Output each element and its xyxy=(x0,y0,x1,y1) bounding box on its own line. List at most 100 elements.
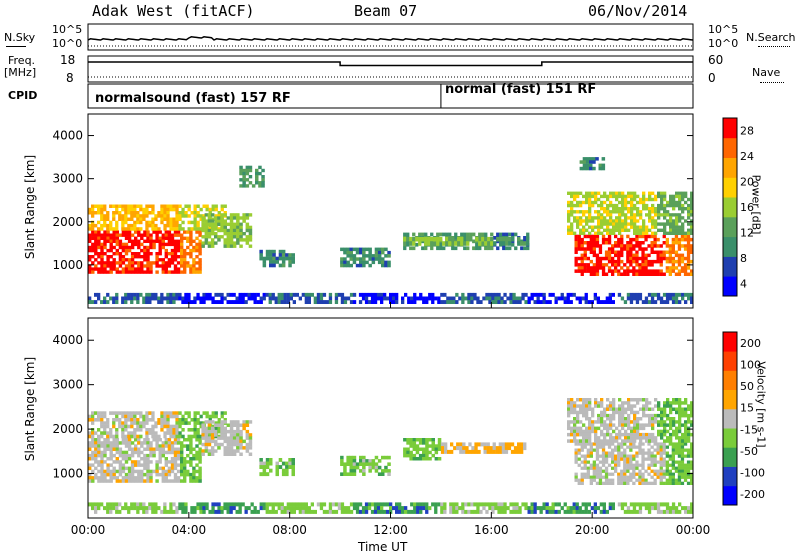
power-heatmap-cell xyxy=(269,263,273,268)
velocity-heatmap-cell xyxy=(404,506,408,511)
velocity-heatmap-cell xyxy=(173,476,178,480)
velocity-heatmap-cell xyxy=(579,432,583,437)
power-heatmap-cell xyxy=(567,228,571,232)
power-heatmap-cell xyxy=(172,227,176,231)
velocity-heatmap-cell xyxy=(149,469,153,474)
power-heatmap-cell xyxy=(567,200,571,205)
power-heatmap-cell xyxy=(133,220,137,225)
velocity-heatmap-cell xyxy=(611,472,615,476)
noise-panel-frame xyxy=(87,23,694,51)
velocity-heatmap-cell xyxy=(94,460,98,464)
power-heatmap-cell xyxy=(641,300,646,304)
power-heatmap-cell xyxy=(586,266,590,270)
power-heatmap-cell xyxy=(210,228,215,233)
velocity-heatmap-cell xyxy=(598,475,603,479)
power-heatmap-cell xyxy=(97,245,101,250)
velocity-heatmap-cell xyxy=(286,509,290,514)
power-heatmap-cell xyxy=(155,233,159,237)
power-heatmap-cell xyxy=(612,203,616,208)
velocity-heatmap-cell xyxy=(660,413,664,418)
power-heatmap-cell xyxy=(585,194,589,199)
velocity-heatmap-cell xyxy=(130,453,135,458)
velocity-heatmap-cell xyxy=(681,401,685,405)
power-heatmap-cell xyxy=(666,210,670,214)
power-heatmap-cell xyxy=(641,269,645,273)
power-heatmap-cell xyxy=(161,264,165,268)
velocity-heatmap-cell xyxy=(121,469,126,474)
velocity-heatmap-cell xyxy=(582,401,586,405)
power-heatmap-cell xyxy=(466,236,470,242)
velocity-heatmap-cell xyxy=(281,461,286,466)
velocity-heatmap-cell xyxy=(567,401,571,405)
velocity-heatmap-cell xyxy=(349,469,353,473)
power-heatmap-cell xyxy=(176,233,181,237)
power-heatmap-cell xyxy=(121,223,125,228)
velocity-heatmap-cell xyxy=(112,411,116,415)
power-heatmap-cell xyxy=(94,204,98,208)
velocity-heatmap-cell xyxy=(573,436,577,440)
velocity-heatmap-cell xyxy=(650,469,654,473)
velocity-heatmap-cell xyxy=(124,441,129,445)
power-heatmap-cell xyxy=(662,300,667,304)
power-heatmap-cell xyxy=(137,233,141,237)
velocity-heatmap-cell xyxy=(109,476,113,480)
power-heatmap-cell xyxy=(172,207,176,212)
velocity-heatmap-cell xyxy=(186,438,190,442)
power-heatmap-cell xyxy=(690,197,694,202)
power-heatmap-cell xyxy=(491,300,495,304)
velocity-heatmap-cell xyxy=(94,447,98,451)
power-heatmap-cell xyxy=(606,207,610,211)
power-heatmap-cell xyxy=(136,220,140,225)
velocity-heatmap-cell xyxy=(545,502,549,507)
velocity-heatmap-cell xyxy=(383,502,387,507)
power-heatmap-cell xyxy=(204,213,209,217)
power-heatmap-cell xyxy=(651,225,655,229)
power-heatmap-cell xyxy=(242,175,246,179)
power-heatmap-cell xyxy=(624,216,628,220)
velocity-heatmap-cell xyxy=(398,502,402,507)
velocity-heatmap-cell xyxy=(380,502,384,507)
velocity-heatmap-cell xyxy=(623,502,628,507)
power-heatmap-cell xyxy=(134,261,138,265)
velocity-heatmap-cell xyxy=(229,439,234,444)
power-heatmap-cell xyxy=(328,292,333,297)
power-heatmap-cell xyxy=(359,260,363,265)
velocity-heatmap-cell xyxy=(172,414,176,419)
power-heatmap-cell xyxy=(189,252,193,256)
velocity-heatmap-cell xyxy=(584,506,588,511)
power-heatmap-cell xyxy=(155,261,159,265)
power-heatmap-cell xyxy=(434,296,438,301)
velocity-heatmap-cell xyxy=(465,446,469,451)
power-heatmap-cell xyxy=(570,191,574,195)
power-heatmap-cell xyxy=(277,296,281,301)
velocity-heatmap-cell xyxy=(115,428,119,432)
velocity-heatmap-cell xyxy=(592,463,596,467)
velocity-heatmap-cell xyxy=(672,417,676,421)
power-heatmap-cell xyxy=(433,242,437,247)
velocity-heatmap-cell xyxy=(635,460,639,464)
power-heatmap-cell xyxy=(632,296,637,301)
power-heatmap-cell xyxy=(253,300,257,304)
power-heatmap-cell xyxy=(316,296,321,301)
power-heatmap-cell xyxy=(103,264,107,268)
x-axis-title: Time UT xyxy=(358,540,408,554)
velocity-heatmap-cell xyxy=(633,417,637,421)
velocity-heatmap-cell xyxy=(112,441,116,445)
power-heatmap-cell xyxy=(158,242,162,247)
power-heatmap-cell xyxy=(202,300,206,304)
power-heatmap-cell xyxy=(151,211,155,215)
power-heatmap-cell xyxy=(226,238,231,242)
velocity-heatmap-cell xyxy=(94,509,98,514)
velocity-heatmap-cell xyxy=(434,457,439,461)
velocity-heatmap-cell xyxy=(127,457,132,461)
velocity-heatmap-cell xyxy=(189,450,193,455)
power-heatmap-cell xyxy=(630,197,634,202)
velocity-heatmap-cell xyxy=(259,502,263,507)
velocity-heatmap-cell xyxy=(148,431,152,435)
velocity-heatmap-cell xyxy=(425,506,429,511)
velocity-heatmap-cell xyxy=(683,463,688,467)
power-heatmap-cell xyxy=(358,300,363,304)
power-heatmap-cell xyxy=(239,165,243,170)
power-heatmap-cell xyxy=(690,225,694,229)
power-heatmap-cell xyxy=(415,236,419,242)
